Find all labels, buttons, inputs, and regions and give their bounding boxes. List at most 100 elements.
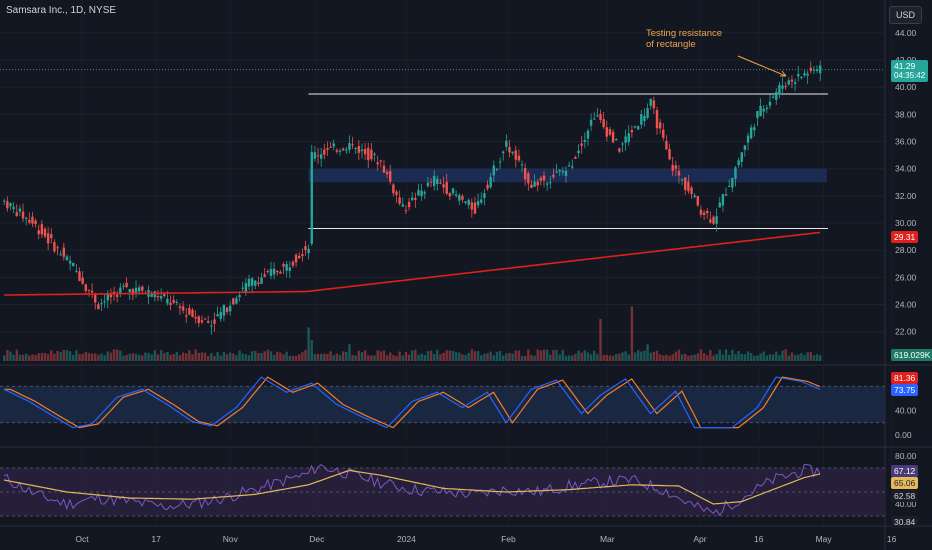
volume-bar	[489, 351, 492, 361]
candle-body	[429, 181, 433, 183]
volume-bar	[354, 355, 357, 361]
volume-bar	[567, 355, 571, 361]
volume-bar	[665, 354, 668, 361]
candle-body	[690, 187, 693, 195]
candle-body	[159, 296, 163, 299]
candle-body	[153, 291, 157, 298]
volume-bar	[737, 351, 740, 361]
countdown-timer: 04:35:42	[894, 71, 926, 80]
volume-bar	[15, 349, 18, 361]
candle-body	[517, 155, 521, 161]
candle-body	[244, 283, 248, 293]
candle-body	[564, 170, 568, 176]
rsi-line	[3, 463, 821, 517]
volume-bar	[62, 350, 66, 361]
candle-body	[216, 314, 219, 317]
candle-body	[294, 254, 298, 263]
volume-bar	[81, 353, 84, 361]
volume-bar	[382, 350, 386, 361]
volume-bar	[169, 354, 172, 361]
candle-body	[87, 289, 91, 291]
candle-body	[373, 153, 376, 155]
candle-body	[185, 315, 188, 317]
volume-bar	[812, 355, 816, 361]
currency-button[interactable]: USD	[888, 6, 922, 24]
volume-bar	[589, 354, 593, 361]
price-tick-label: 22.00	[895, 327, 917, 337]
candle-body	[395, 191, 398, 195]
candle-body	[97, 304, 100, 310]
candle-body	[43, 228, 47, 237]
annotation-line-2: of rectangle	[646, 39, 696, 50]
chart-title: Samsara Inc., 1D, NYSE	[6, 5, 117, 16]
candle-body	[674, 165, 678, 169]
volume-bar	[90, 353, 94, 361]
volume-bar	[178, 355, 182, 361]
candle-body	[658, 122, 662, 129]
volume-bar	[376, 350, 379, 361]
volume-bar	[156, 354, 160, 361]
candle-body	[577, 150, 580, 154]
volume-bar	[294, 355, 298, 361]
volume-bar	[56, 351, 59, 361]
volume-bar	[599, 319, 602, 361]
candle-body	[693, 195, 696, 198]
volume-bar	[18, 354, 22, 361]
candle-body	[599, 113, 602, 120]
candle-body	[241, 287, 244, 289]
rsi-lower-band-tag: 30.84	[891, 516, 919, 528]
candle-body	[254, 280, 257, 286]
candle-body	[480, 199, 483, 203]
volume-bar	[150, 354, 153, 361]
volume-bar	[43, 353, 47, 361]
candle-body	[407, 201, 411, 208]
candle-body	[731, 177, 734, 188]
candle-body	[345, 149, 348, 151]
stoch-k-line	[3, 376, 821, 429]
price-tick-label: 44.00	[895, 28, 917, 38]
volume-bar	[671, 354, 674, 361]
candle-body	[746, 135, 750, 143]
volume-bar	[112, 349, 116, 361]
candle-body	[762, 108, 765, 112]
volume-bar	[718, 349, 721, 361]
candle-body	[687, 181, 690, 192]
volume-bar	[24, 353, 28, 361]
candle-body	[423, 192, 426, 194]
volume-bar	[545, 349, 549, 361]
volume-bar	[702, 353, 706, 361]
volume-bar	[495, 351, 499, 361]
volume-bar	[395, 355, 398, 361]
volume-bar	[21, 354, 25, 361]
annotation-arrowhead	[780, 70, 787, 77]
price-tick-label: 28.00	[895, 245, 917, 255]
candle-body	[389, 171, 392, 182]
candle-body	[734, 167, 737, 179]
candle-body	[542, 175, 546, 181]
candle-body	[203, 318, 207, 320]
volume-bar	[624, 351, 627, 361]
volume-bar	[674, 351, 678, 361]
volume-bar	[137, 354, 141, 361]
candle-body	[172, 300, 175, 303]
candle-body	[188, 308, 191, 315]
volume-bar	[668, 355, 671, 361]
volume-bar	[78, 354, 81, 361]
candle-body	[809, 67, 812, 71]
volume-bar	[743, 354, 747, 361]
time-tick-label: 16	[754, 534, 764, 544]
time-tick-label: Apr	[693, 534, 706, 544]
candle-body	[476, 200, 480, 206]
volume-bar	[338, 354, 342, 361]
candle-body	[643, 115, 646, 121]
volume-bar	[141, 355, 144, 361]
volume-bar	[483, 353, 486, 361]
volume-bar	[72, 354, 75, 361]
volume-bar	[210, 353, 213, 361]
volume-bar	[542, 349, 546, 361]
candle-body	[90, 290, 94, 293]
candle-body	[771, 96, 775, 98]
volume-bar	[655, 350, 659, 361]
